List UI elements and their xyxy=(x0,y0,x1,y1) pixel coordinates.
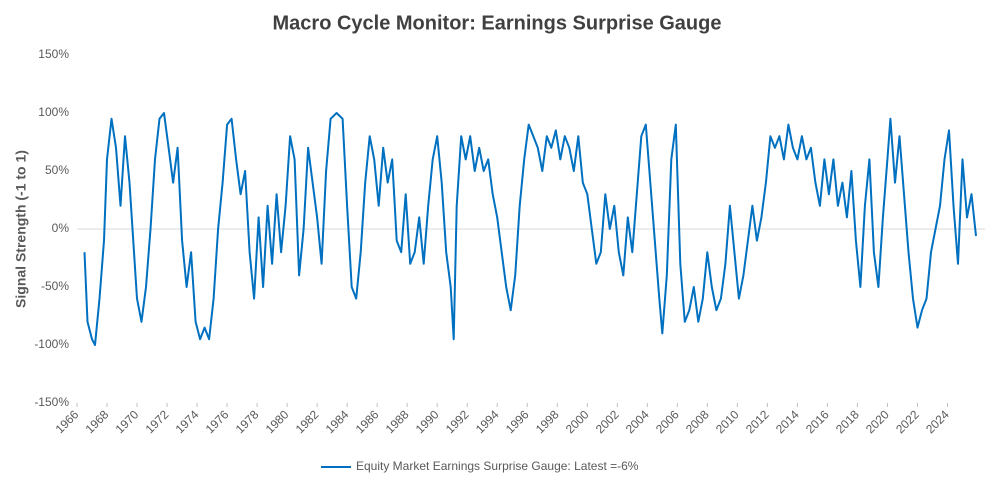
y-tick-label: -100% xyxy=(34,337,69,351)
chart-title: Macro Cycle Monitor: Earnings Surprise G… xyxy=(273,12,722,34)
x-tick-label: 2010 xyxy=(713,407,742,436)
x-tick-label: 1978 xyxy=(233,407,262,436)
y-tick-label: 50% xyxy=(45,163,69,177)
x-tick-label: 2004 xyxy=(623,407,652,436)
data-line xyxy=(83,112,977,346)
y-axis-label: Signal Strength (-1 to 1) xyxy=(13,150,29,308)
x-tick-label: 1966 xyxy=(53,407,82,436)
x-tick-label: 2016 xyxy=(803,407,832,436)
x-tick-label: 1990 xyxy=(413,407,442,436)
x-tick-label: 2006 xyxy=(653,407,682,436)
y-tick-label: 0% xyxy=(52,221,70,235)
y-tick-label: -50% xyxy=(41,279,69,293)
x-tick-label: 1996 xyxy=(503,407,532,436)
x-tick-label: 1980 xyxy=(263,407,292,436)
y-tick-label: 100% xyxy=(38,105,69,119)
x-tick-label: 2018 xyxy=(833,407,862,436)
x-tick-label: 1974 xyxy=(173,407,202,436)
x-tick-label: 1984 xyxy=(323,407,352,436)
x-tick-label: 2002 xyxy=(593,407,622,436)
legend-label: Equity Market Earnings Surprise Gauge: L… xyxy=(356,459,639,473)
y-tick-label: 150% xyxy=(38,47,69,61)
x-tick-label: 1994 xyxy=(473,407,502,436)
x-tick-label: 2014 xyxy=(773,407,802,436)
x-tick-label: 1976 xyxy=(203,407,232,436)
x-tick-label: 1988 xyxy=(383,407,412,436)
x-tick-label: 2012 xyxy=(743,407,772,436)
y-tick-label: -150% xyxy=(34,395,69,409)
x-tick-label: 1982 xyxy=(293,407,322,436)
x-tick-label: 2020 xyxy=(863,407,892,436)
x-tick-label: 2008 xyxy=(683,407,712,436)
x-tick-label: 1972 xyxy=(143,407,172,436)
x-tick-label: 2024 xyxy=(923,407,952,436)
x-tick-label: 1970 xyxy=(113,407,142,436)
x-tick-label: 1998 xyxy=(533,407,562,436)
x-tick-label: 2000 xyxy=(563,407,592,436)
x-tick-label: 1992 xyxy=(443,407,472,436)
x-tick-label: 1986 xyxy=(353,407,382,436)
x-tick-label: 2022 xyxy=(893,407,922,436)
x-tick-label: 1968 xyxy=(83,407,112,436)
